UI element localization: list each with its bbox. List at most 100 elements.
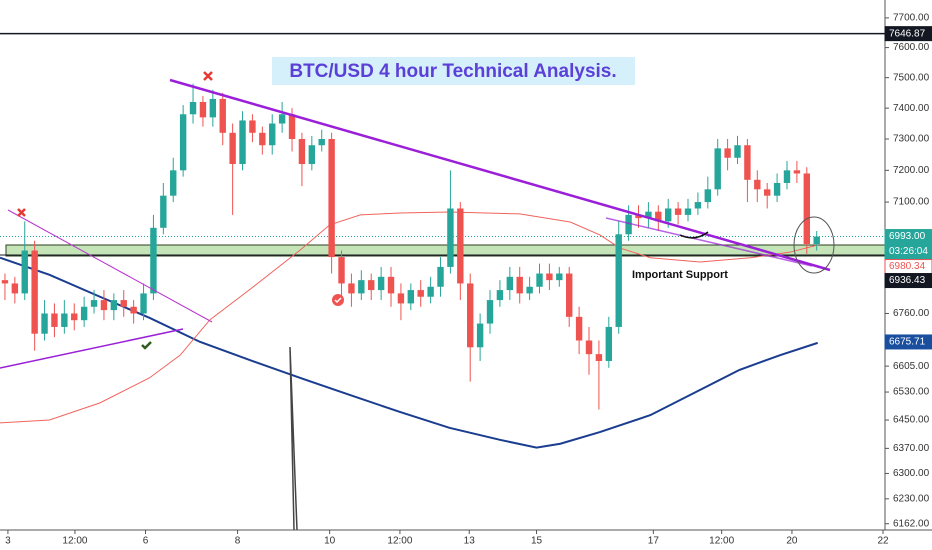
candle-body (259, 132, 266, 146)
candle-body (219, 98, 226, 133)
y-tick-label: 7600.00 (893, 42, 930, 53)
candle-body (229, 132, 236, 165)
candle-body (338, 257, 345, 284)
candle-body (605, 326, 613, 361)
drawings: BTC/USD 4 hour Technical Analysis. Impor… (0, 57, 835, 531)
candle-body (457, 208, 464, 284)
candle-body (655, 211, 662, 222)
y-tick-label: 6605.00 (893, 361, 930, 372)
candle-body (348, 283, 355, 294)
y-tick-label: 6370.00 (893, 443, 930, 454)
candle-body (269, 123, 276, 146)
candle-body (308, 145, 316, 165)
candle-body (199, 101, 207, 118)
x-tick-label: 13 (464, 536, 476, 547)
price-label: 6675.71 (889, 337, 926, 348)
candle-body (358, 280, 365, 294)
candle-body (645, 211, 652, 219)
candle-body (575, 316, 583, 341)
y-tick-label: 7100.00 (893, 197, 930, 208)
candle-body (140, 293, 147, 314)
x-tick-label: 15 (531, 536, 543, 547)
y-tick-label: 6760.00 (893, 308, 930, 319)
candle-body (288, 114, 296, 140)
candle-body (714, 148, 721, 190)
x-tick-label: 12:00 (62, 536, 87, 547)
curve-mark (679, 231, 709, 239)
candle-body (427, 286, 434, 297)
candle-body (150, 227, 157, 294)
candle-body (1, 280, 9, 284)
candle-body (694, 202, 702, 209)
candle-body (31, 250, 38, 334)
candle-body (754, 179, 761, 190)
price-label: 6993.00 (889, 231, 926, 242)
y-tick-label: 6530.00 (893, 387, 930, 398)
candle-body (813, 236, 820, 245)
candle-body (278, 114, 286, 124)
candle-body (51, 313, 58, 327)
cross-icon (203, 71, 213, 81)
candle-body (328, 139, 335, 258)
candle-body (130, 306, 137, 314)
moving-average (0, 256, 818, 449)
candle-body (556, 273, 563, 281)
candle-body (90, 300, 98, 307)
candle-body (189, 101, 197, 115)
candle-body (536, 273, 543, 287)
y-tick-label: 6230.00 (893, 493, 930, 504)
candle-body (615, 234, 622, 327)
x-tick-label: 17 (648, 536, 660, 547)
candle-body (635, 214, 642, 219)
price-label-box (884, 334, 932, 350)
price-label: 6936.43 (889, 275, 926, 286)
candle-body (249, 120, 256, 133)
candle-body (665, 208, 672, 222)
x-tick-label: 12:00 (387, 536, 412, 547)
candle-body (625, 214, 632, 235)
candle-body (506, 276, 514, 291)
candle-body (763, 189, 771, 196)
candle-body (585, 340, 593, 355)
candle-body (120, 300, 127, 307)
candle-body (447, 208, 454, 267)
candle-body (41, 313, 48, 334)
candle-body (298, 139, 306, 165)
candle-body (803, 173, 810, 245)
candle-body (368, 280, 375, 291)
candle-body (496, 290, 504, 301)
candle-body (476, 323, 484, 348)
check-icon (334, 297, 342, 304)
candle-body (407, 290, 415, 304)
candle-body (724, 148, 731, 158)
candle-body (170, 170, 177, 196)
trendline (0, 328, 184, 369)
plot (0, 83, 820, 449)
candle-body (387, 276, 395, 294)
candle-body (546, 273, 553, 281)
candle-body (417, 290, 424, 297)
candle-body (684, 208, 692, 215)
candle-body (71, 313, 78, 321)
x-tick-label: 3 (5, 536, 11, 547)
candle-body (486, 300, 494, 324)
x-tick-label: 20 (786, 536, 798, 547)
candle-body (160, 195, 167, 228)
candle-body (773, 182, 781, 196)
y-tick-label: 7400.00 (893, 103, 930, 114)
candle-body (80, 306, 88, 321)
candle-body (516, 276, 523, 294)
y-tick-label: 7300.00 (893, 134, 930, 145)
price-label-box (884, 273, 932, 289)
trendline (169, 78, 831, 272)
cross-icon (17, 208, 26, 217)
y-tick-label: 6300.00 (893, 468, 930, 479)
trendline (605, 217, 813, 267)
candle-body (437, 266, 444, 287)
candle-body (11, 283, 19, 294)
candle-body (100, 300, 108, 311)
candle-body (783, 170, 791, 183)
axes: 7700.00 7600.00 7500.00 7400.00 7300.00 7200.… (5, 13, 932, 547)
candle-body (467, 283, 474, 348)
x-tick-label: 6 (143, 536, 149, 547)
